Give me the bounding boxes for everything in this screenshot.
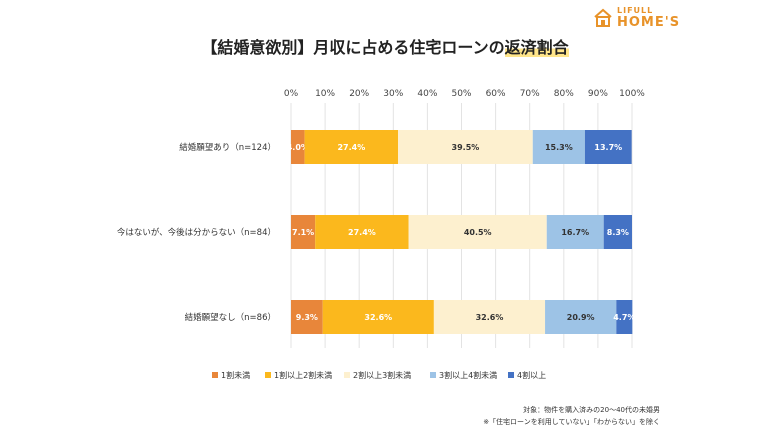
note-exclusion: ※「住宅ローンを利用していない」「わからない」を除く: [483, 418, 660, 426]
x-tick-label: 50%: [451, 89, 471, 99]
bar-segment: [545, 300, 617, 334]
category-label: 結婚願望あり（n=124）: [179, 142, 276, 153]
x-tick-label: 90%: [588, 89, 608, 99]
data-label: 9.3%: [296, 313, 318, 322]
data-label: 32.6%: [364, 313, 392, 322]
house-icon: [594, 8, 612, 27]
legend-swatch: [430, 372, 436, 378]
legend-label: 4割以上: [517, 370, 546, 380]
x-tick-label: 30%: [383, 89, 403, 99]
data-label: 7.1%: [292, 228, 314, 237]
legend-label: 2割以上3割未満: [353, 370, 411, 380]
bar-segment: [532, 130, 585, 164]
brand-line1: LIFULL: [617, 6, 654, 15]
note-target: 対象：物件を購入済みの20〜40代の未婚男: [523, 406, 660, 414]
data-label: 40.5%: [464, 228, 492, 237]
x-tick-label: 100%: [619, 89, 645, 99]
legend-swatch: [265, 372, 271, 378]
data-label: 13.7%: [594, 143, 622, 152]
bar-segment: [603, 215, 632, 249]
bar-segment: [616, 300, 633, 334]
bar-segment: [315, 215, 409, 249]
bar-segment: [398, 130, 533, 164]
brand-logo: LIFULL HOME'S: [593, 6, 761, 30]
data-label: 4.7%: [613, 313, 635, 322]
legend-label: 1割未満: [221, 370, 250, 380]
bar-segment: [291, 300, 323, 334]
data-label: 8.3%: [607, 228, 629, 237]
data-label: 39.5%: [452, 143, 480, 152]
bar-segment: [546, 215, 604, 249]
bar-segment: [304, 130, 399, 164]
legend-swatch: [508, 372, 514, 378]
category-label: 結婚願望なし（n=86）: [185, 312, 276, 323]
x-tick-label: 80%: [554, 89, 574, 99]
brand-line2: HOME'S: [617, 15, 681, 30]
bar-segment: [584, 130, 632, 164]
x-tick-label: 70%: [520, 89, 540, 99]
category-label: 今はないが、今後は分からない（n=84）: [117, 227, 276, 238]
bar-segment: [291, 215, 316, 249]
bar-segment: [408, 215, 547, 249]
x-tick-label: 40%: [417, 89, 437, 99]
data-label: 32.6%: [476, 313, 504, 322]
x-tick-label: 0%: [284, 89, 299, 99]
x-tick-label: 10%: [315, 89, 335, 99]
data-label: 15.3%: [545, 143, 573, 152]
chart-title: 【結婚意欲別】月収に占める住宅ローンの返済割合: [0, 34, 770, 58]
legend-swatch: [212, 372, 218, 378]
data-label: 4.0%: [287, 143, 309, 152]
data-label: 20.9%: [567, 313, 595, 322]
bar-segment: [322, 300, 434, 334]
legend-swatch: [344, 372, 350, 378]
bar-segment: [433, 300, 546, 334]
chart-title-highlight: 返済割合: [504, 38, 569, 57]
bar-segment: [291, 130, 305, 164]
data-label: 16.7%: [561, 228, 589, 237]
x-tick-label: 20%: [349, 89, 369, 99]
legend-label: 1割以上2割未満: [274, 370, 332, 380]
data-label: 27.4%: [348, 228, 376, 237]
legend-label: 3割以上4割未満: [439, 370, 497, 380]
x-tick-label: 60%: [486, 89, 506, 99]
data-label: 27.4%: [337, 143, 365, 152]
chart-title-main: 【結婚意欲別】月収に占める住宅ローンの: [201, 38, 505, 57]
